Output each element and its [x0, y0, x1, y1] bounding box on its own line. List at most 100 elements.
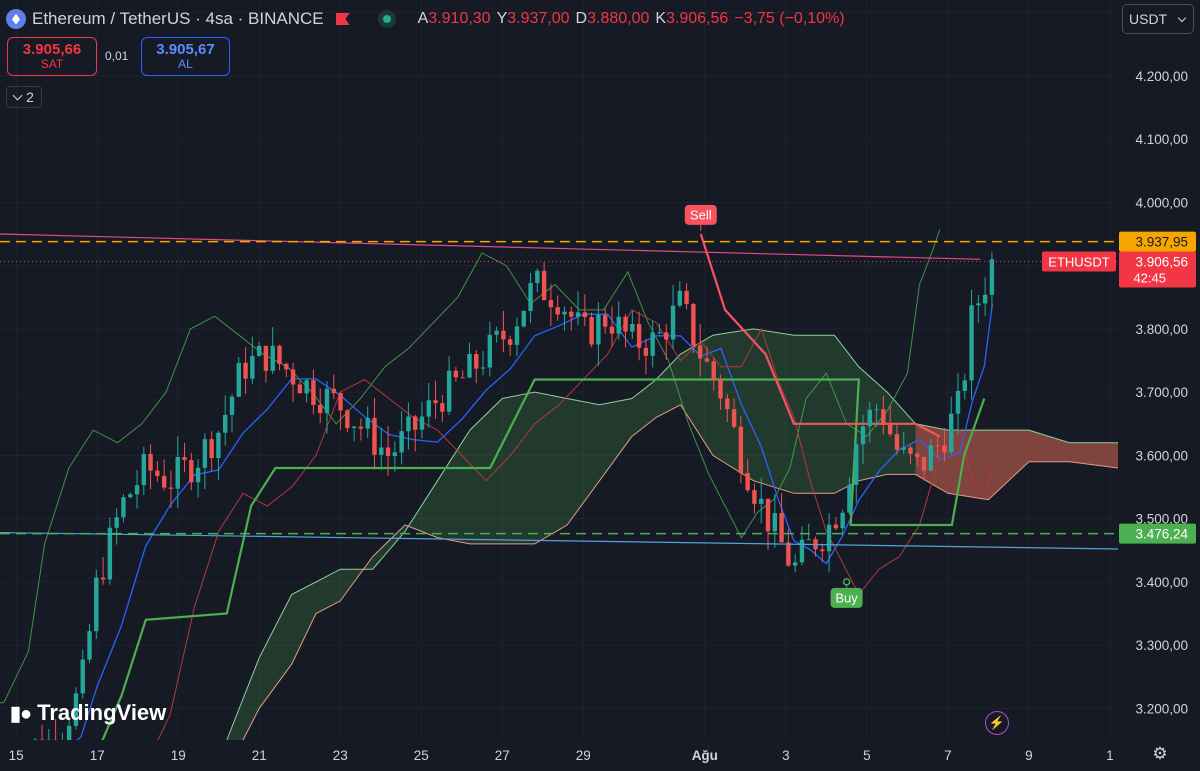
candle-body [297, 384, 303, 394]
buy-signal-text: Buy [835, 590, 858, 605]
ohlc-close-value: 3.906,56 [666, 10, 729, 27]
candle-body [860, 426, 866, 445]
candle-body [908, 447, 913, 454]
time-tick-label: 3 [782, 748, 790, 763]
cloud-fill-bearish [915, 423, 1118, 500]
ethereum-icon [6, 9, 26, 29]
candle-body [725, 398, 730, 410]
price-tick-label: 3.400,00 [1135, 575, 1188, 590]
candle-body [962, 380, 967, 391]
currency-select[interactable]: USDT [1122, 4, 1194, 34]
candle-body [867, 409, 872, 427]
candle-body [372, 417, 377, 455]
candle-body [609, 326, 615, 334]
candle-body [881, 409, 886, 425]
candle-body [365, 417, 370, 429]
price-axis[interactable]: 3.200,00 3.300,00 3.400,00 3.500,00 3.600,00… [1118, 0, 1200, 771]
brand-name: TradingView [37, 700, 167, 725]
chart-grid [0, 0, 1118, 740]
candle-body [94, 577, 99, 632]
price-tick-label: 4.100,00 [1135, 132, 1188, 147]
candle-body [345, 410, 350, 428]
candle-body [602, 314, 608, 327]
candle-body [161, 475, 167, 488]
candle-body [786, 542, 791, 566]
candle-body [87, 631, 92, 660]
candle-body [745, 473, 750, 491]
candle-body [691, 304, 696, 346]
candle-body [684, 290, 689, 305]
base-line [133, 309, 993, 771]
time-tick-label: 15 [9, 748, 24, 763]
candle-body [535, 270, 540, 284]
candle-body [440, 403, 445, 412]
candle-body [677, 290, 683, 306]
candle-body [379, 447, 384, 455]
candle-body [66, 725, 72, 743]
candle-body [616, 316, 621, 334]
candle-body [657, 332, 662, 334]
candle-body [168, 487, 174, 489]
candle-body [107, 527, 113, 580]
price-tick-label: 3.300,00 [1135, 638, 1188, 653]
price-badge-value: 3.476,24 [1135, 527, 1188, 542]
symbol-badge-text: ETHUSDT [1048, 254, 1109, 269]
candle-body [507, 339, 513, 345]
candle-body [582, 312, 588, 318]
candle-body [792, 562, 798, 566]
horizontal-levels [0, 233, 1119, 550]
candle-body [847, 484, 852, 513]
candle-body [501, 330, 506, 340]
buy-signal-label [830, 587, 863, 608]
candle-body [304, 380, 309, 394]
candle-body [664, 332, 669, 340]
flag-icon[interactable] [335, 13, 350, 25]
price-tick-label: 4.200,00 [1135, 69, 1188, 84]
indicators-collapse-button[interactable]: 2 [6, 86, 42, 108]
candle-body [935, 445, 940, 447]
candle-body [765, 498, 771, 532]
buy-signal-line [87, 378, 986, 771]
time-axis[interactable]: 15 17 19 21 23 25 27 29 Ağu 3 5 7 9 1 [0, 740, 1200, 771]
candle-body [901, 447, 906, 450]
candle-body [772, 513, 778, 532]
currency-label: USDT [1129, 11, 1168, 27]
ohlc-low-value: 3.880,00 [587, 10, 650, 27]
candle-body [759, 498, 764, 504]
candle-body [446, 370, 452, 412]
gear-icon[interactable]: ⚙ [1152, 744, 1168, 763]
candle-body [589, 317, 594, 345]
candle-body [915, 453, 920, 457]
candle-body [385, 447, 391, 457]
candle-body [989, 259, 995, 295]
time-tick-label: 5 [863, 748, 871, 763]
candle-body [141, 453, 147, 486]
candle-body [80, 659, 85, 694]
candle-body [331, 388, 336, 394]
time-tick-label: 7 [944, 748, 952, 763]
sell-button[interactable]: 3.905,66 SAT [7, 37, 97, 76]
candle-body [596, 314, 601, 345]
sell-signal-label [684, 204, 717, 225]
tradingview-logo: ▮● TradingView [10, 700, 166, 726]
time-tick-label: 21 [252, 748, 267, 763]
indicator-count: 2 [26, 89, 34, 105]
candle-body [541, 270, 547, 301]
candle-body [826, 524, 832, 552]
candle-body [562, 311, 567, 315]
market-open-icon[interactable] [377, 10, 396, 28]
candle-body [697, 345, 703, 359]
candle-body [569, 311, 574, 317]
candle-body [731, 409, 737, 427]
sell-price: 3.905,66 [22, 41, 82, 58]
candlesticks[interactable] [5, 251, 995, 771]
symbol-title[interactable]: Ethereum / TetherUS · 4sa · BINANCE [32, 9, 324, 28]
candle-body [399, 431, 404, 453]
candle-body [73, 693, 79, 726]
lagging-span-line [0, 229, 941, 704]
lightning-icon[interactable]: ⚡ [985, 711, 1009, 735]
buy-button[interactable]: 3.905,67 AL [141, 37, 230, 76]
candle-body [752, 490, 757, 504]
time-tick-label: 1 [1106, 748, 1114, 763]
